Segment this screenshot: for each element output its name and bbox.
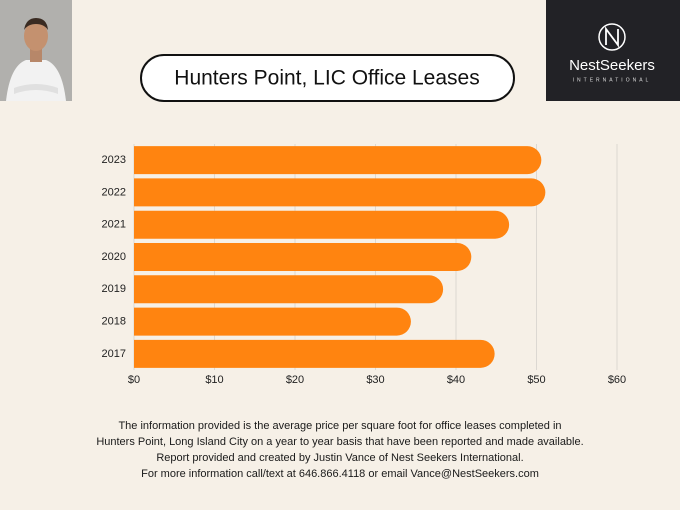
logo-name: NestSeekers bbox=[569, 57, 655, 74]
footer-line: Hunters Point, Long Island City on a yea… bbox=[96, 436, 583, 448]
title-box bbox=[140, 54, 515, 102]
portrait-photo bbox=[0, 0, 72, 101]
bar bbox=[134, 243, 472, 271]
x-tick-label: $20 bbox=[286, 374, 304, 386]
x-tick-label: $50 bbox=[527, 374, 545, 386]
plot: $0 $10 $20 $30 $40 $50 $60 2023 2022 2021 2020 2019… bbox=[102, 144, 626, 386]
bar bbox=[134, 275, 444, 304]
bar bbox=[134, 146, 542, 175]
x-tick-label: $60 bbox=[608, 374, 626, 386]
y-tick-label: 2022 bbox=[102, 186, 126, 198]
footer-line: Report provided and created by Justin Va… bbox=[156, 452, 523, 464]
y-tick-label: 2017 bbox=[102, 348, 126, 360]
footer-line: The information provided is the average … bbox=[118, 420, 561, 432]
y-tick-label: 2018 bbox=[102, 315, 126, 327]
y-tick-label: 2019 bbox=[102, 283, 126, 295]
bar bbox=[134, 339, 495, 368]
y-tick-label: 2023 bbox=[102, 154, 126, 166]
bar bbox=[134, 307, 411, 336]
x-tick-label: $30 bbox=[366, 374, 384, 386]
chart-title: Hunters Point, LIC Office Leases bbox=[174, 67, 479, 90]
y-tick-label: 2021 bbox=[102, 219, 126, 231]
x-tick-label: $40 bbox=[447, 374, 465, 386]
x-tick-label: $10 bbox=[205, 374, 223, 386]
footer-line: For more information call/text at 646.86… bbox=[141, 468, 539, 480]
logo-tagline: INTERNATIONAL bbox=[573, 77, 652, 83]
bar bbox=[134, 210, 510, 239]
bar bbox=[134, 178, 546, 207]
y-tick-label: 2020 bbox=[102, 251, 126, 263]
logo: NestSeekers INTERNATIONAL bbox=[546, 0, 680, 101]
x-tick-label: $0 bbox=[128, 374, 140, 386]
